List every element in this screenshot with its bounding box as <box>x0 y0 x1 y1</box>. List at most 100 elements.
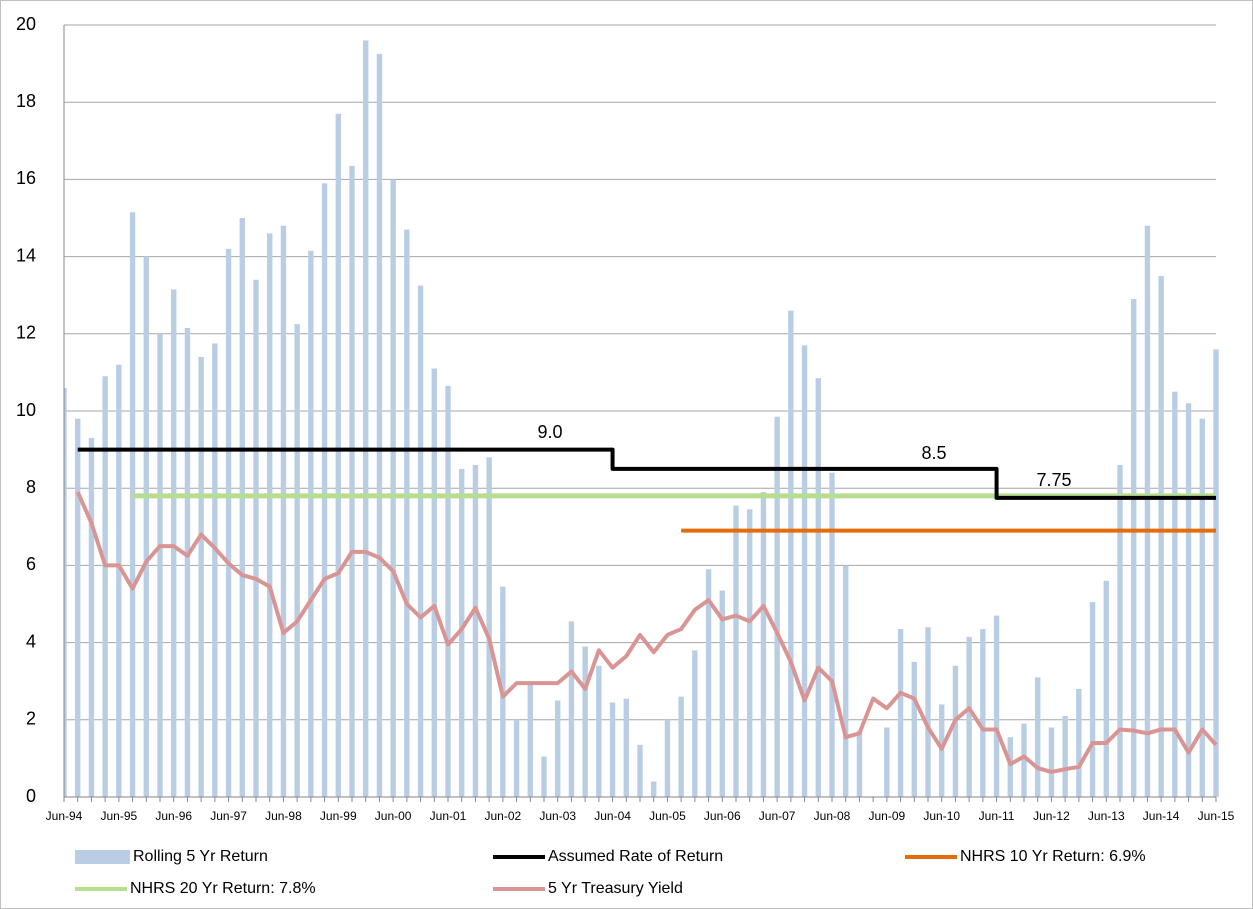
y-tick-label: 4 <box>26 631 36 651</box>
annotation: 8.5 <box>921 443 946 463</box>
legend-label: Rolling 5 Yr Return <box>133 848 268 865</box>
bar <box>376 53 383 797</box>
bars <box>64 40 1219 798</box>
bar <box>1007 737 1013 797</box>
bar <box>321 183 328 797</box>
bar <box>1089 602 1096 797</box>
x-tick-label: Jun-06 <box>704 809 741 823</box>
bar <box>1117 465 1123 797</box>
x-tick-label: Jun-15 <box>1198 809 1235 823</box>
y-tick-label: 16 <box>16 168 36 188</box>
x-tick-label: Jun-09 <box>869 809 906 823</box>
bar <box>527 685 533 797</box>
legend: Rolling 5 Yr Return Assumed Rate of Retur… <box>75 848 1146 897</box>
bar <box>664 719 671 797</box>
x-tick-label: Jun-11 <box>979 809 1015 823</box>
bar <box>294 324 300 797</box>
x-tick-label: Jun-08 <box>814 809 851 823</box>
bar <box>280 225 287 798</box>
bar <box>64 387 67 797</box>
bar <box>966 636 972 797</box>
bar <box>253 279 259 797</box>
x-tick-label: Jun-97 <box>210 809 247 823</box>
legend-label: Assumed Rate of Return <box>548 848 723 865</box>
y-tick-label: 8 <box>26 477 36 497</box>
x-tick-label: Jun-00 <box>375 809 412 823</box>
x-tick-label: Jun-94 <box>46 809 83 823</box>
bar <box>609 702 616 797</box>
bar <box>596 665 602 797</box>
bar <box>335 113 341 797</box>
y-tick-label: 0 <box>26 786 36 806</box>
bar <box>1131 299 1137 797</box>
bar <box>308 250 314 797</box>
bar <box>102 376 108 797</box>
bar <box>472 465 479 797</box>
bar <box>1213 349 1219 797</box>
x-tick-label: Jun-13 <box>1088 809 1125 823</box>
bar <box>171 289 177 797</box>
x-tick-label: Jun-10 <box>923 809 960 823</box>
bar <box>925 627 931 797</box>
legend-swatch <box>75 850 130 864</box>
bar <box>129 212 136 797</box>
bar <box>75 418 81 797</box>
x-tick-label: Jun-05 <box>649 809 686 823</box>
legend-label: NHRS 10 Yr Return: 6.9% <box>960 848 1146 865</box>
bar <box>486 457 492 797</box>
x-tick-label: Jun-99 <box>320 809 357 823</box>
x-tick-label: Jun-96 <box>155 809 192 823</box>
annotation: 7.75 <box>1036 470 1071 490</box>
x-tick-label: Jun-95 <box>101 809 138 823</box>
y-tick-label: 20 <box>16 14 36 34</box>
x-tick-label: Jun-02 <box>485 809 522 823</box>
bar <box>1158 275 1164 797</box>
bar <box>705 569 712 797</box>
bar <box>513 719 520 797</box>
bar <box>568 621 575 797</box>
x-tick-label: Jun-98 <box>265 809 302 823</box>
bar <box>843 565 849 797</box>
bar <box>349 165 355 797</box>
y-tick-label: 14 <box>16 245 36 265</box>
bar <box>417 285 424 797</box>
bar <box>239 218 245 797</box>
y-tick-label: 2 <box>26 709 36 729</box>
bar <box>555 700 561 797</box>
bar <box>651 781 657 797</box>
bar <box>801 345 808 797</box>
bar <box>856 731 863 797</box>
bar <box>774 416 780 797</box>
lines: 9.0 8.5 7.75 <box>75 422 1218 774</box>
bar <box>678 696 684 797</box>
bar <box>1021 723 1027 797</box>
bar <box>1062 715 1068 797</box>
bar <box>212 343 218 797</box>
x-tick-label: Jun-12 <box>1033 809 1070 823</box>
bar <box>1103 580 1109 797</box>
x-tick-label: Jun-04 <box>594 809 631 823</box>
bar <box>829 472 835 797</box>
bar <box>116 364 122 797</box>
bar <box>1185 403 1192 797</box>
bar <box>198 356 204 797</box>
bar <box>911 661 917 797</box>
annotation: 9.0 <box>537 422 562 442</box>
bar <box>1199 418 1205 797</box>
y-tick-label: 10 <box>16 400 36 420</box>
bar <box>541 756 547 797</box>
bar <box>1144 225 1151 798</box>
bar <box>884 727 890 797</box>
bar <box>1172 391 1178 797</box>
bar <box>815 378 821 797</box>
bar <box>692 650 698 797</box>
bar <box>733 505 739 797</box>
y-tick-label: 12 <box>16 323 36 343</box>
x-tick-label: Jun-01 <box>430 809 467 823</box>
bar <box>760 492 767 797</box>
bar <box>623 698 629 797</box>
bar <box>404 229 410 797</box>
bar <box>431 368 437 797</box>
bar <box>157 333 163 797</box>
